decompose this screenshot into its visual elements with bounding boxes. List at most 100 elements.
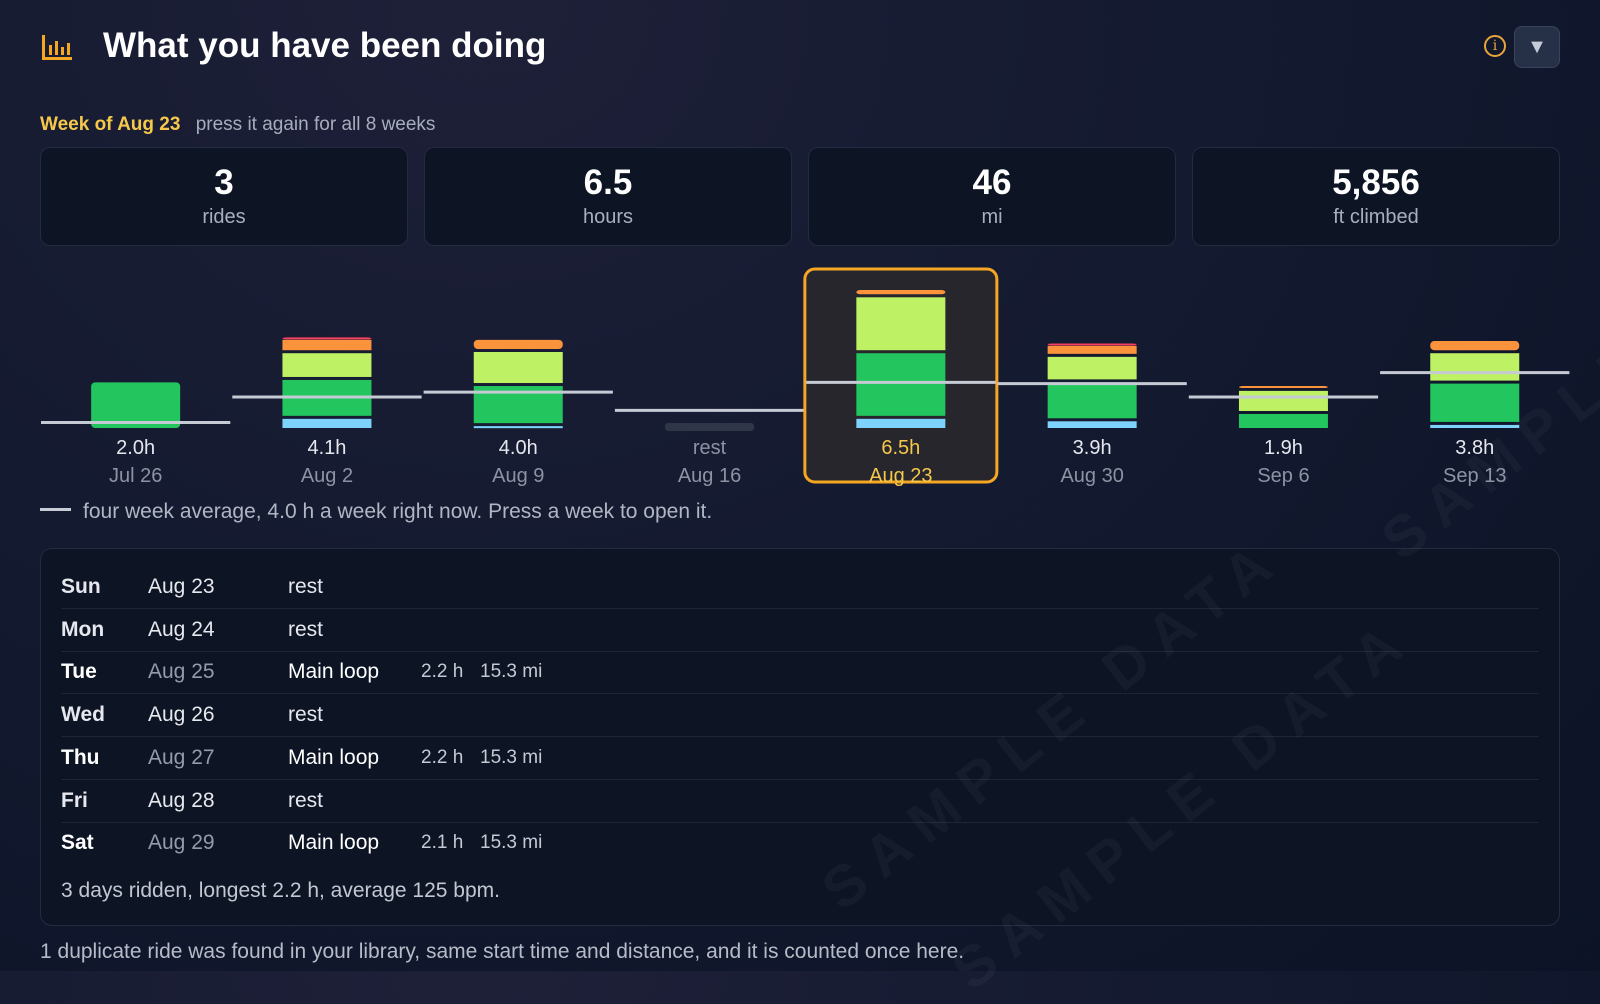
week-label: Jul 26 xyxy=(109,465,162,487)
week-label: Aug 9 xyxy=(492,465,544,487)
ride-distance: 15.3 mi xyxy=(480,747,543,768)
week-label: Aug 23 xyxy=(869,465,932,487)
bar-segment[interactable] xyxy=(1430,424,1520,428)
bar-segment[interactable] xyxy=(856,418,946,428)
day-date: Aug 26 xyxy=(148,703,215,726)
bar-segment[interactable] xyxy=(282,339,372,351)
bar-value-label: 3.9h xyxy=(1073,437,1112,459)
day-activity: rest xyxy=(288,575,324,598)
stat-value: 6.5 xyxy=(583,163,633,202)
day-row: Fri Aug 28 rest xyxy=(61,779,1539,823)
bar-segment[interactable] xyxy=(856,353,946,416)
bar-segment[interactable] xyxy=(1238,386,1328,389)
day-name: Sat xyxy=(61,831,94,854)
bar-value-label: 1.9h xyxy=(1264,437,1303,459)
bar-segment[interactable] xyxy=(1047,356,1137,380)
bar-segment[interactable] xyxy=(473,339,563,349)
day-name: Tue xyxy=(61,660,97,683)
rest-bar xyxy=(665,423,755,431)
duplicate-ride-note: 1 duplicate ride was found in your libra… xyxy=(40,940,965,963)
bar-chart-icon xyxy=(42,35,72,60)
week-label: Sep 6 xyxy=(1257,465,1309,487)
stat-value: 3 xyxy=(214,163,234,202)
day-row[interactable]: Sat Aug 29 Main loop 2.1 h 15.3 mi xyxy=(61,821,1539,864)
bar-segment[interactable] xyxy=(1238,413,1328,428)
day-row: Sun Aug 23 rest xyxy=(61,565,1539,609)
stat-label: rides xyxy=(202,206,246,228)
chart-legend: four week average, 4.0 h a week right no… xyxy=(40,500,712,524)
stat-value: 5,856 xyxy=(1332,163,1420,202)
ride-name[interactable]: Main loop xyxy=(288,746,380,769)
legend-text: four week average, 4.0 h a week right no… xyxy=(83,500,713,523)
ride-distance: 15.3 mi xyxy=(480,661,543,682)
ride-name[interactable]: Main loop xyxy=(288,831,380,854)
bar-segment[interactable] xyxy=(1430,353,1520,381)
bar-segment[interactable] xyxy=(282,418,372,428)
page-title: What you have been doing xyxy=(103,26,547,65)
stat-card-distance: 46 mi xyxy=(808,147,1176,246)
day-row: Mon Aug 24 rest xyxy=(61,608,1539,652)
week-label: Sep 13 xyxy=(1443,465,1506,487)
bar-segment[interactable] xyxy=(91,382,181,428)
stat-label: ft climbed xyxy=(1333,206,1419,228)
week-label: Aug 30 xyxy=(1060,465,1123,487)
stat-card-hours: 6.5 hours xyxy=(424,147,792,246)
bar-segment[interactable] xyxy=(473,426,563,429)
bar-segment[interactable] xyxy=(1047,382,1137,419)
day-row: Wed Aug 26 rest xyxy=(61,693,1539,737)
stat-value: 46 xyxy=(972,163,1012,202)
week-selector: Week of Aug 23 press it again for all 8 … xyxy=(40,114,435,136)
bar-value-label: rest xyxy=(693,437,727,459)
day-name: Wed xyxy=(61,703,105,726)
stat-label: hours xyxy=(582,206,634,228)
bar-segment[interactable] xyxy=(282,337,372,340)
day-date: Aug 28 xyxy=(148,789,215,812)
day-date: Aug 23 xyxy=(148,575,215,598)
ride-name[interactable]: Main loop xyxy=(288,660,380,683)
info-icon[interactable]: i xyxy=(1484,35,1506,57)
weekly-hours-chart: 2.0h Jul 26 4.1h Aug 2 4.0h Aug 9 rest Aug 16 6.… xyxy=(41,267,1570,487)
week-days-panel: Sun Aug 23 rest Mon Aug 24 rest Tue Aug 25 Mai… xyxy=(40,548,1560,926)
bar-segment[interactable] xyxy=(1238,390,1328,411)
day-activity: rest xyxy=(288,618,324,641)
week-label: Aug 2 xyxy=(301,465,353,487)
bar-segment[interactable] xyxy=(856,297,946,351)
stats-row: 3 rides 6.5 hours 46 mi 5,856 ft climbed xyxy=(40,147,1560,246)
day-date: Aug 24 xyxy=(148,618,215,641)
ride-hours: 2.2 h xyxy=(421,661,464,682)
average-line-swatch xyxy=(40,507,71,511)
day-name: Sun xyxy=(61,575,101,598)
bar-segment[interactable] xyxy=(282,353,372,377)
day-name: Mon xyxy=(61,618,105,641)
week-label: Aug 16 xyxy=(678,465,741,487)
bar-value-label: 6.5h xyxy=(881,437,920,459)
bar-value-label: 2.0h xyxy=(116,437,155,459)
ride-distance: 15.3 mi xyxy=(480,832,543,853)
week-hint: press it again for all 8 weeks xyxy=(195,114,436,135)
bar-value-label: 4.0h xyxy=(499,437,538,459)
bar-segment[interactable] xyxy=(856,290,946,295)
ride-hours: 2.2 h xyxy=(421,747,464,768)
day-date: Aug 29 xyxy=(148,831,215,854)
collapse-button[interactable]: ▼ xyxy=(1514,26,1560,68)
week-label[interactable]: Week of Aug 23 xyxy=(40,114,181,135)
day-row[interactable]: Thu Aug 27 Main loop 2.2 h 15.3 mi xyxy=(61,736,1539,780)
bar-segment[interactable] xyxy=(1430,383,1520,422)
ride-hours: 2.1 h xyxy=(421,832,464,853)
bar-segment[interactable] xyxy=(1047,343,1137,346)
bar-segment[interactable] xyxy=(1047,345,1137,354)
bar-value-label: 4.1h xyxy=(307,437,346,459)
day-name: Thu xyxy=(61,746,100,769)
bar-segment[interactable] xyxy=(1047,421,1137,428)
stat-card-rides: 3 rides xyxy=(40,147,408,246)
day-date: Aug 25 xyxy=(148,660,215,683)
stat-label: mi xyxy=(981,206,1003,228)
bar-segment[interactable] xyxy=(1430,341,1520,351)
section-header: What you have been doing i ▼ xyxy=(40,22,1560,72)
day-row[interactable]: Tue Aug 25 Main loop 2.2 h 15.3 mi xyxy=(61,650,1539,694)
stat-card-climbed: 5,856 ft climbed xyxy=(1192,147,1560,246)
day-name: Fri xyxy=(61,789,88,812)
bar-segment[interactable] xyxy=(473,352,563,384)
week-summary: 3 days ridden, longest 2.2 h, average 12… xyxy=(61,879,500,902)
bar-value-label: 3.8h xyxy=(1455,437,1494,459)
